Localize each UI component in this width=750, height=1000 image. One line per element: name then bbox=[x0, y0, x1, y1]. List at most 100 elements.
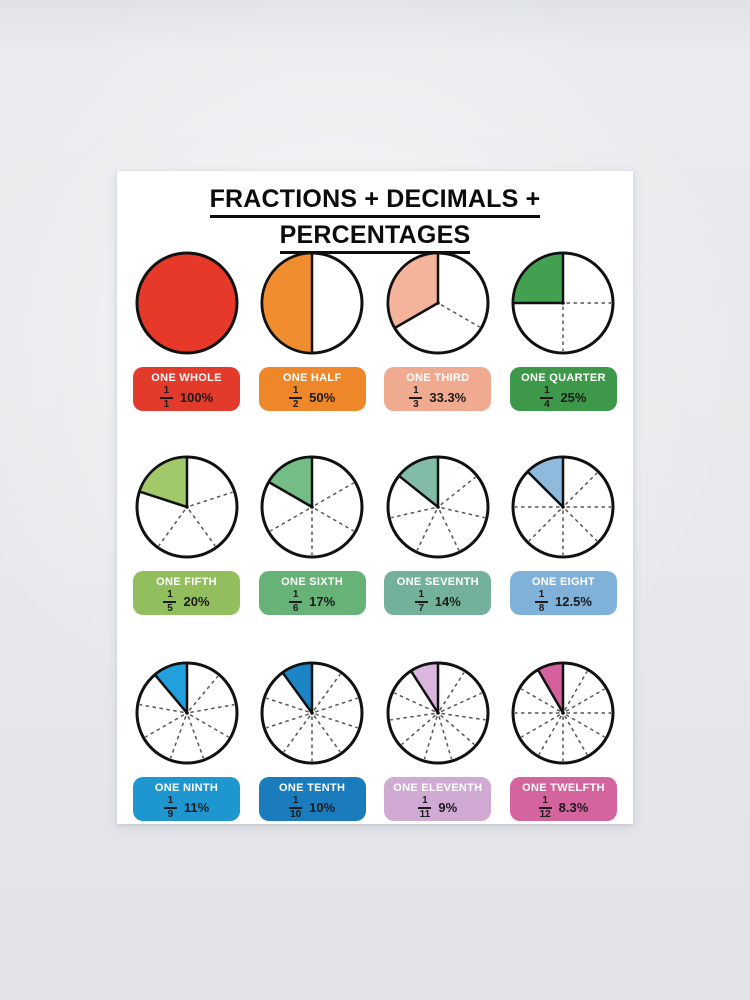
fraction-numerator: 1 bbox=[422, 794, 428, 806]
fraction-bar bbox=[409, 397, 423, 399]
fraction-name: ONE NINTH bbox=[154, 782, 219, 794]
fraction-numerator: 1 bbox=[167, 588, 173, 600]
percent-value: 8.3% bbox=[558, 800, 589, 816]
fraction-denominator: 11 bbox=[419, 809, 431, 821]
fraction-value-row: 1 1 100% bbox=[159, 384, 214, 411]
cell-one-seventh: ONE SEVENTH 1 7 14% bbox=[384, 455, 492, 615]
percent-value: 25% bbox=[560, 390, 587, 406]
pie-one-eight bbox=[511, 455, 615, 559]
fraction-denominator: 5 bbox=[167, 603, 173, 615]
fraction-notation: 1 10 bbox=[289, 795, 303, 821]
cell-one-eleventh: ONE ELEVENTH 1 11 9% bbox=[384, 661, 492, 821]
fraction-numerator: 1 bbox=[292, 588, 299, 600]
percent-value: 100% bbox=[179, 390, 214, 406]
fraction-denominator: 3 bbox=[413, 399, 419, 411]
fraction-name: ONE QUARTER bbox=[521, 372, 606, 384]
percent-value: 20% bbox=[183, 594, 210, 610]
percent-value: 14% bbox=[434, 594, 461, 610]
fraction-numerator: 1 bbox=[418, 588, 425, 600]
badge-one-seventh: ONE SEVENTH 1 7 14% bbox=[384, 571, 492, 615]
fraction-numerator: 1 bbox=[292, 384, 299, 396]
percent-value: 11% bbox=[183, 800, 210, 816]
cell-one-ninth: ONE NINTH 1 9 11% bbox=[133, 661, 240, 821]
fraction-bar bbox=[414, 601, 428, 603]
fraction-numerator: 1 bbox=[163, 384, 170, 396]
cell-one-third: ONE THIRD 1 3 33.3% bbox=[384, 251, 492, 411]
fraction-value-row: 1 7 14% bbox=[414, 588, 461, 615]
pie-one-ninth bbox=[135, 661, 238, 765]
pie-row-1: ONE WHOLE 1 1 100% ONE HALF 1 2 50% ONE THIRD 1 3 3… bbox=[133, 251, 617, 411]
badge-one-whole: ONE WHOLE 1 1 100% bbox=[133, 367, 240, 411]
badge-one-eight: ONE EIGHT 1 8 12.5% bbox=[509, 571, 617, 615]
fraction-name: ONE ELEVENTH bbox=[393, 782, 483, 794]
cell-one-twelfth: ONE TWELFTH 1 12 8.3% bbox=[509, 661, 617, 821]
pie-one-half bbox=[260, 251, 364, 355]
fraction-bar bbox=[289, 601, 303, 603]
badge-one-ninth: ONE NINTH 1 9 11% bbox=[133, 777, 240, 821]
cell-one-fifth: ONE FIFTH 1 5 20% bbox=[133, 455, 240, 615]
fraction-numerator: 1 bbox=[542, 794, 548, 806]
pie-one-seventh bbox=[386, 455, 490, 559]
poster: FRACTIONS + DECIMALS + PERCENTAGES ONE W… bbox=[117, 171, 633, 824]
badge-one-twelfth: ONE TWELFTH 1 12 8.3% bbox=[509, 777, 617, 821]
fraction-denominator: 12 bbox=[539, 809, 551, 821]
fraction-name: ONE FIFTH bbox=[156, 576, 217, 588]
pie-one-twelfth bbox=[511, 661, 615, 765]
fraction-numerator: 1 bbox=[544, 384, 550, 396]
fraction-value-row: 1 12 8.3% bbox=[538, 794, 589, 821]
percent-value: 9% bbox=[438, 800, 458, 816]
fraction-bar bbox=[535, 601, 549, 603]
pie-row-3: ONE NINTH 1 9 11% ONE TENTH 1 10 10% ONE ELEVENT… bbox=[133, 661, 617, 821]
pie-one-fifth bbox=[135, 455, 238, 559]
fraction-denominator: 6 bbox=[292, 603, 299, 615]
percent-value: 50% bbox=[309, 390, 336, 406]
fraction-name: ONE TWELFTH bbox=[522, 782, 605, 794]
pie-one-whole bbox=[135, 251, 238, 355]
fraction-denominator: 7 bbox=[418, 603, 425, 615]
badge-one-half: ONE HALF 1 2 50% bbox=[258, 367, 366, 411]
fraction-name: ONE SIXTH bbox=[281, 576, 344, 588]
badge-one-fifth: ONE FIFTH 1 5 20% bbox=[133, 571, 240, 615]
badge-one-third: ONE THIRD 1 3 33.3% bbox=[384, 367, 492, 411]
fraction-bar bbox=[540, 397, 554, 399]
fraction-value-row: 1 5 20% bbox=[163, 588, 210, 615]
fraction-numerator: 1 bbox=[167, 794, 174, 806]
page-title-line2: PERCENTAGES bbox=[279, 220, 471, 254]
percent-value: 12.5% bbox=[555, 594, 592, 610]
fraction-bar bbox=[289, 397, 303, 399]
pie-one-sixth bbox=[260, 455, 364, 559]
page-title-line1: FRACTIONS + DECIMALS + bbox=[209, 184, 541, 218]
badge-one-sixth: ONE SIXTH 1 6 17% bbox=[258, 571, 366, 615]
cell-one-quarter: ONE QUARTER 1 4 25% bbox=[509, 251, 617, 411]
pie-one-quarter bbox=[511, 251, 615, 355]
fraction-value-row: 1 8 12.5% bbox=[535, 589, 592, 615]
badge-one-eleventh: ONE ELEVENTH 1 11 9% bbox=[384, 777, 492, 821]
fraction-name: ONE WHOLE bbox=[151, 372, 222, 384]
fraction-name: ONE HALF bbox=[282, 372, 342, 384]
cell-one-eight: ONE EIGHT 1 8 12.5% bbox=[509, 455, 617, 615]
fraction-bar bbox=[163, 807, 177, 809]
percent-value: 17% bbox=[309, 594, 336, 610]
fraction-denominator: 2 bbox=[292, 399, 299, 411]
fraction-numerator: 1 bbox=[413, 384, 419, 396]
fraction-value-row: 1 2 50% bbox=[289, 384, 336, 411]
fraction-name: ONE EIGHT bbox=[531, 576, 596, 588]
badge-one-quarter: ONE QUARTER 1 4 25% bbox=[509, 367, 617, 411]
fraction-bar bbox=[418, 807, 432, 809]
fraction-denominator: 8 bbox=[538, 603, 545, 615]
fraction-bar bbox=[159, 397, 173, 399]
fraction-denominator: 10 bbox=[290, 809, 302, 821]
cell-one-whole: ONE WHOLE 1 1 100% bbox=[133, 251, 240, 411]
fraction-bar bbox=[289, 807, 303, 809]
cell-one-half: ONE HALF 1 2 50% bbox=[258, 251, 366, 411]
fraction-bar bbox=[163, 601, 177, 603]
badge-one-tenth: ONE TENTH 1 10 10% bbox=[258, 777, 366, 821]
